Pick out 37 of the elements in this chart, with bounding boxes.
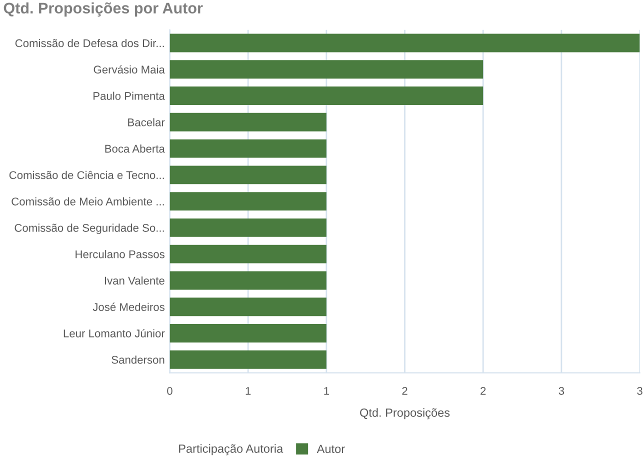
bar <box>170 298 326 316</box>
bar <box>170 218 326 237</box>
legend-label: Autor <box>316 444 345 454</box>
bar <box>170 112 326 132</box>
y-tick-label: José Medeiros <box>92 302 164 311</box>
y-tick-label: Comissão de Meio Ambiente ... <box>12 197 164 206</box>
bar <box>170 166 326 184</box>
x-axis-title: Qtd. Proposições <box>360 408 450 420</box>
x-tick-label: 1 <box>246 387 251 395</box>
bar <box>170 192 326 211</box>
x-tick-label: 3 <box>558 386 564 395</box>
bar <box>170 86 484 106</box>
bar <box>170 244 326 264</box>
x-tick-label: 2 <box>480 386 486 395</box>
x-tick-label: 3 <box>637 386 642 395</box>
y-tick-label: Comissão de Seguridade So... <box>14 224 164 234</box>
y-tick-label: Paulo Pimenta <box>94 92 165 100</box>
bar <box>170 34 640 52</box>
y-tick-label: Herculano Passos <box>76 250 164 258</box>
y-tick-label: Comissão de Ciência e Tecno... <box>9 170 164 180</box>
x-tick-label: 2 <box>402 386 408 395</box>
bar <box>170 350 326 369</box>
y-tick-label: Ivan Valente <box>104 276 164 285</box>
y-tick-label: Sanderson <box>112 356 164 364</box>
y-tick-label: Bacelar <box>128 118 165 126</box>
y-tick-label: Boca Aberta <box>105 144 165 153</box>
y-tick-label: Gervásio Maia <box>94 65 165 74</box>
bar <box>170 139 326 158</box>
y-tick-label: Comissão de Defesa dos Dir... <box>15 38 164 48</box>
x-tick-label: 0 <box>167 386 172 395</box>
legend-title: Participação Autoria <box>179 444 284 456</box>
y-tick-label: Leur Lomanto Júnior <box>64 329 165 338</box>
bar <box>170 271 326 290</box>
chart-title: Qtd. Proposições por Autor <box>4 2 203 17</box>
x-tick-label: 1 <box>324 387 329 395</box>
bar <box>170 324 326 342</box>
bar <box>170 60 484 79</box>
